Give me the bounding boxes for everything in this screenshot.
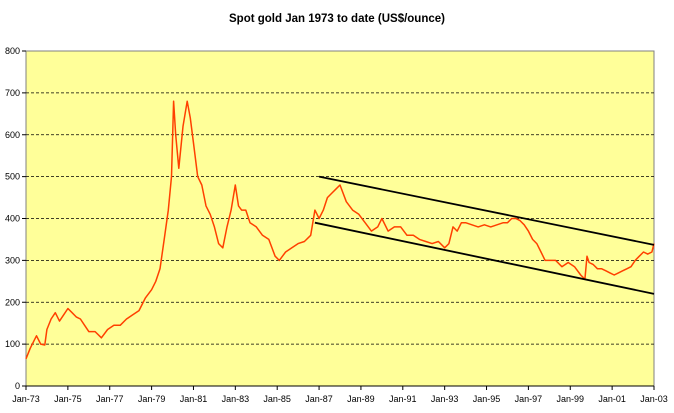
x-tick-label: Jan-89 [347,394,375,404]
x-tick-label: Jan-77 [96,394,124,404]
x-tick-label: Jan-73 [12,394,40,404]
x-tick-label: Jan-95 [473,394,501,404]
trend-channel [314,175,655,295]
plot-area [25,50,655,387]
y-tick-label: 800 [5,46,20,56]
y-tick-label: 700 [5,88,20,98]
x-tick-label: Jan-97 [515,394,543,404]
x-tick-label: Jan-03 [640,394,668,404]
x-tick-label: Jan-85 [263,394,291,404]
y-tick-label: 600 [5,130,20,140]
chart-title: Spot gold Jan 1973 to date (US$/ounce) [229,13,445,25]
x-tick-label: Jan-81 [180,394,208,404]
x-tick-label: Jan-79 [138,394,166,404]
y-tick-label: 400 [5,214,20,224]
x-tick-label: Jan-75 [54,394,82,404]
y-tick-label: 200 [5,297,20,307]
trend-line-upper [318,175,655,246]
x-tick-label: Jan-87 [305,394,333,404]
y-tick-label: 300 [5,255,20,265]
x-axis: Jan-73 Jan-75 Jan-77 Jan-79 Jan-81 Jan-83 Jan-… [12,385,668,404]
trend-line-lower [314,221,655,295]
y-tick-label: 500 [5,172,20,182]
series-line-spot-gold [25,100,655,360]
x-tick-label: Jan-99 [557,394,585,404]
x-tick-label: Jan-93 [431,394,459,404]
x-tick-label: Jan-83 [222,394,250,404]
y-tick-label: 0 [15,381,20,391]
y-tick-label: 100 [5,339,20,349]
x-tick-label: Jan-01 [598,394,626,404]
x-tick-label: Jan-91 [389,394,417,404]
y-axis: 0 100 200 300 400 500 600 700 800 [5,46,26,391]
